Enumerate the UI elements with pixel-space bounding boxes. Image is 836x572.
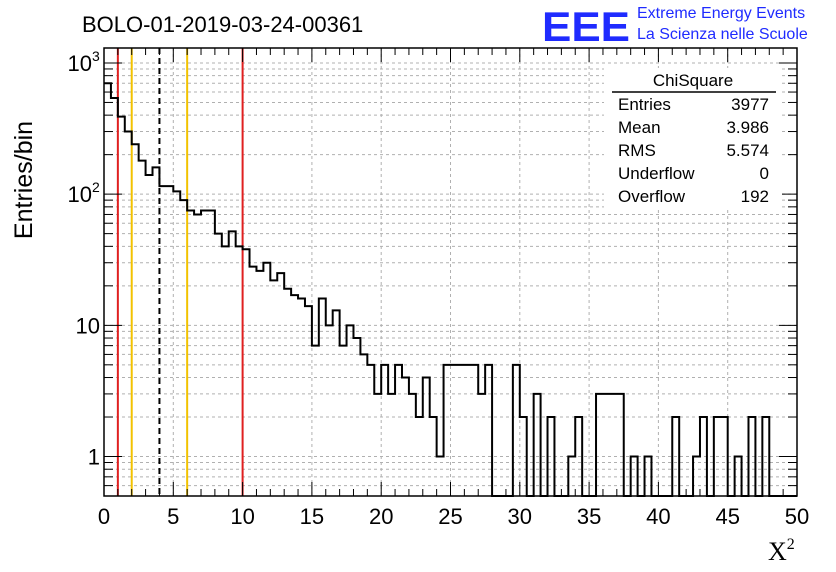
stats-row-value: 3977 xyxy=(731,95,769,114)
stats-box-title: ChiSquare xyxy=(653,71,733,90)
histogram-series xyxy=(104,82,797,497)
y-tick-label: 103 xyxy=(68,48,100,76)
y-tick-label-exponent: 2 xyxy=(92,179,100,195)
x-tick-labels: 0 5 10 15 20 25 30 35 40 45 50 xyxy=(98,504,809,529)
stats-row-label: RMS xyxy=(618,141,656,160)
x-axis-label-superscript: 2 xyxy=(787,536,795,553)
chart-title: BOLO-01-2019-03-24-00361 xyxy=(82,12,363,37)
x-tick-label: 40 xyxy=(646,504,670,529)
y-tick-label-exponent: 3 xyxy=(92,48,100,64)
y-tick-label: 1 xyxy=(88,445,100,470)
y-tick-label: 102 xyxy=(68,179,100,207)
y-axis-label: Entries/bin xyxy=(10,121,38,239)
x-axis-label: X2 xyxy=(768,536,795,566)
stats-row-label: Entries xyxy=(618,95,671,114)
stats-row-label: Overflow xyxy=(618,187,686,206)
x-tick-label: 20 xyxy=(369,504,393,529)
stats-box: ChiSquare Entries 3977 Mean 3.986 RMS 5.574 Un… xyxy=(604,68,782,208)
stats-row-value: 0 xyxy=(760,164,769,183)
logo-line-2: La Scienza nelle Scuole xyxy=(637,26,808,43)
y-tick-label-base: 1 xyxy=(88,445,100,470)
y-tick-label-base: 10 xyxy=(68,51,92,76)
x-tick-label: 45 xyxy=(715,504,739,529)
y-tick-label-base: 10 xyxy=(76,313,100,338)
logo-line-1: Extreme Energy Events xyxy=(637,5,805,22)
histogram-outline xyxy=(104,82,797,497)
x-tick-label: 35 xyxy=(577,504,601,529)
x-tick-label: 50 xyxy=(785,504,809,529)
y-tick-label: 10 xyxy=(76,313,100,338)
stats-row-value: 192 xyxy=(741,187,769,206)
stats-row-value: 3.986 xyxy=(726,118,769,137)
x-tick-label: 0 xyxy=(98,504,110,529)
y-tick-label-base: 10 xyxy=(68,182,92,207)
x-tick-label: 30 xyxy=(508,504,532,529)
x-tick-label: 15 xyxy=(300,504,324,529)
x-tick-label: 10 xyxy=(230,504,254,529)
stats-row-label: Mean xyxy=(618,118,661,137)
stats-row-value: 5.574 xyxy=(726,141,769,160)
stats-row-label: Underflow xyxy=(618,164,695,183)
x-tick-label: 5 xyxy=(167,504,179,529)
logo-mark: EEE xyxy=(542,3,630,50)
reference-lines xyxy=(116,48,244,496)
stats-box-rows: Entries 3977 Mean 3.986 RMS 5.574 Underflow 0 Ov… xyxy=(618,95,769,206)
axes xyxy=(103,47,798,497)
x-axis-label-base: X xyxy=(768,537,787,566)
eee-logo: EEE Extreme Energy Events La Scienza nel… xyxy=(542,3,808,50)
x-tick-label: 25 xyxy=(438,504,462,529)
